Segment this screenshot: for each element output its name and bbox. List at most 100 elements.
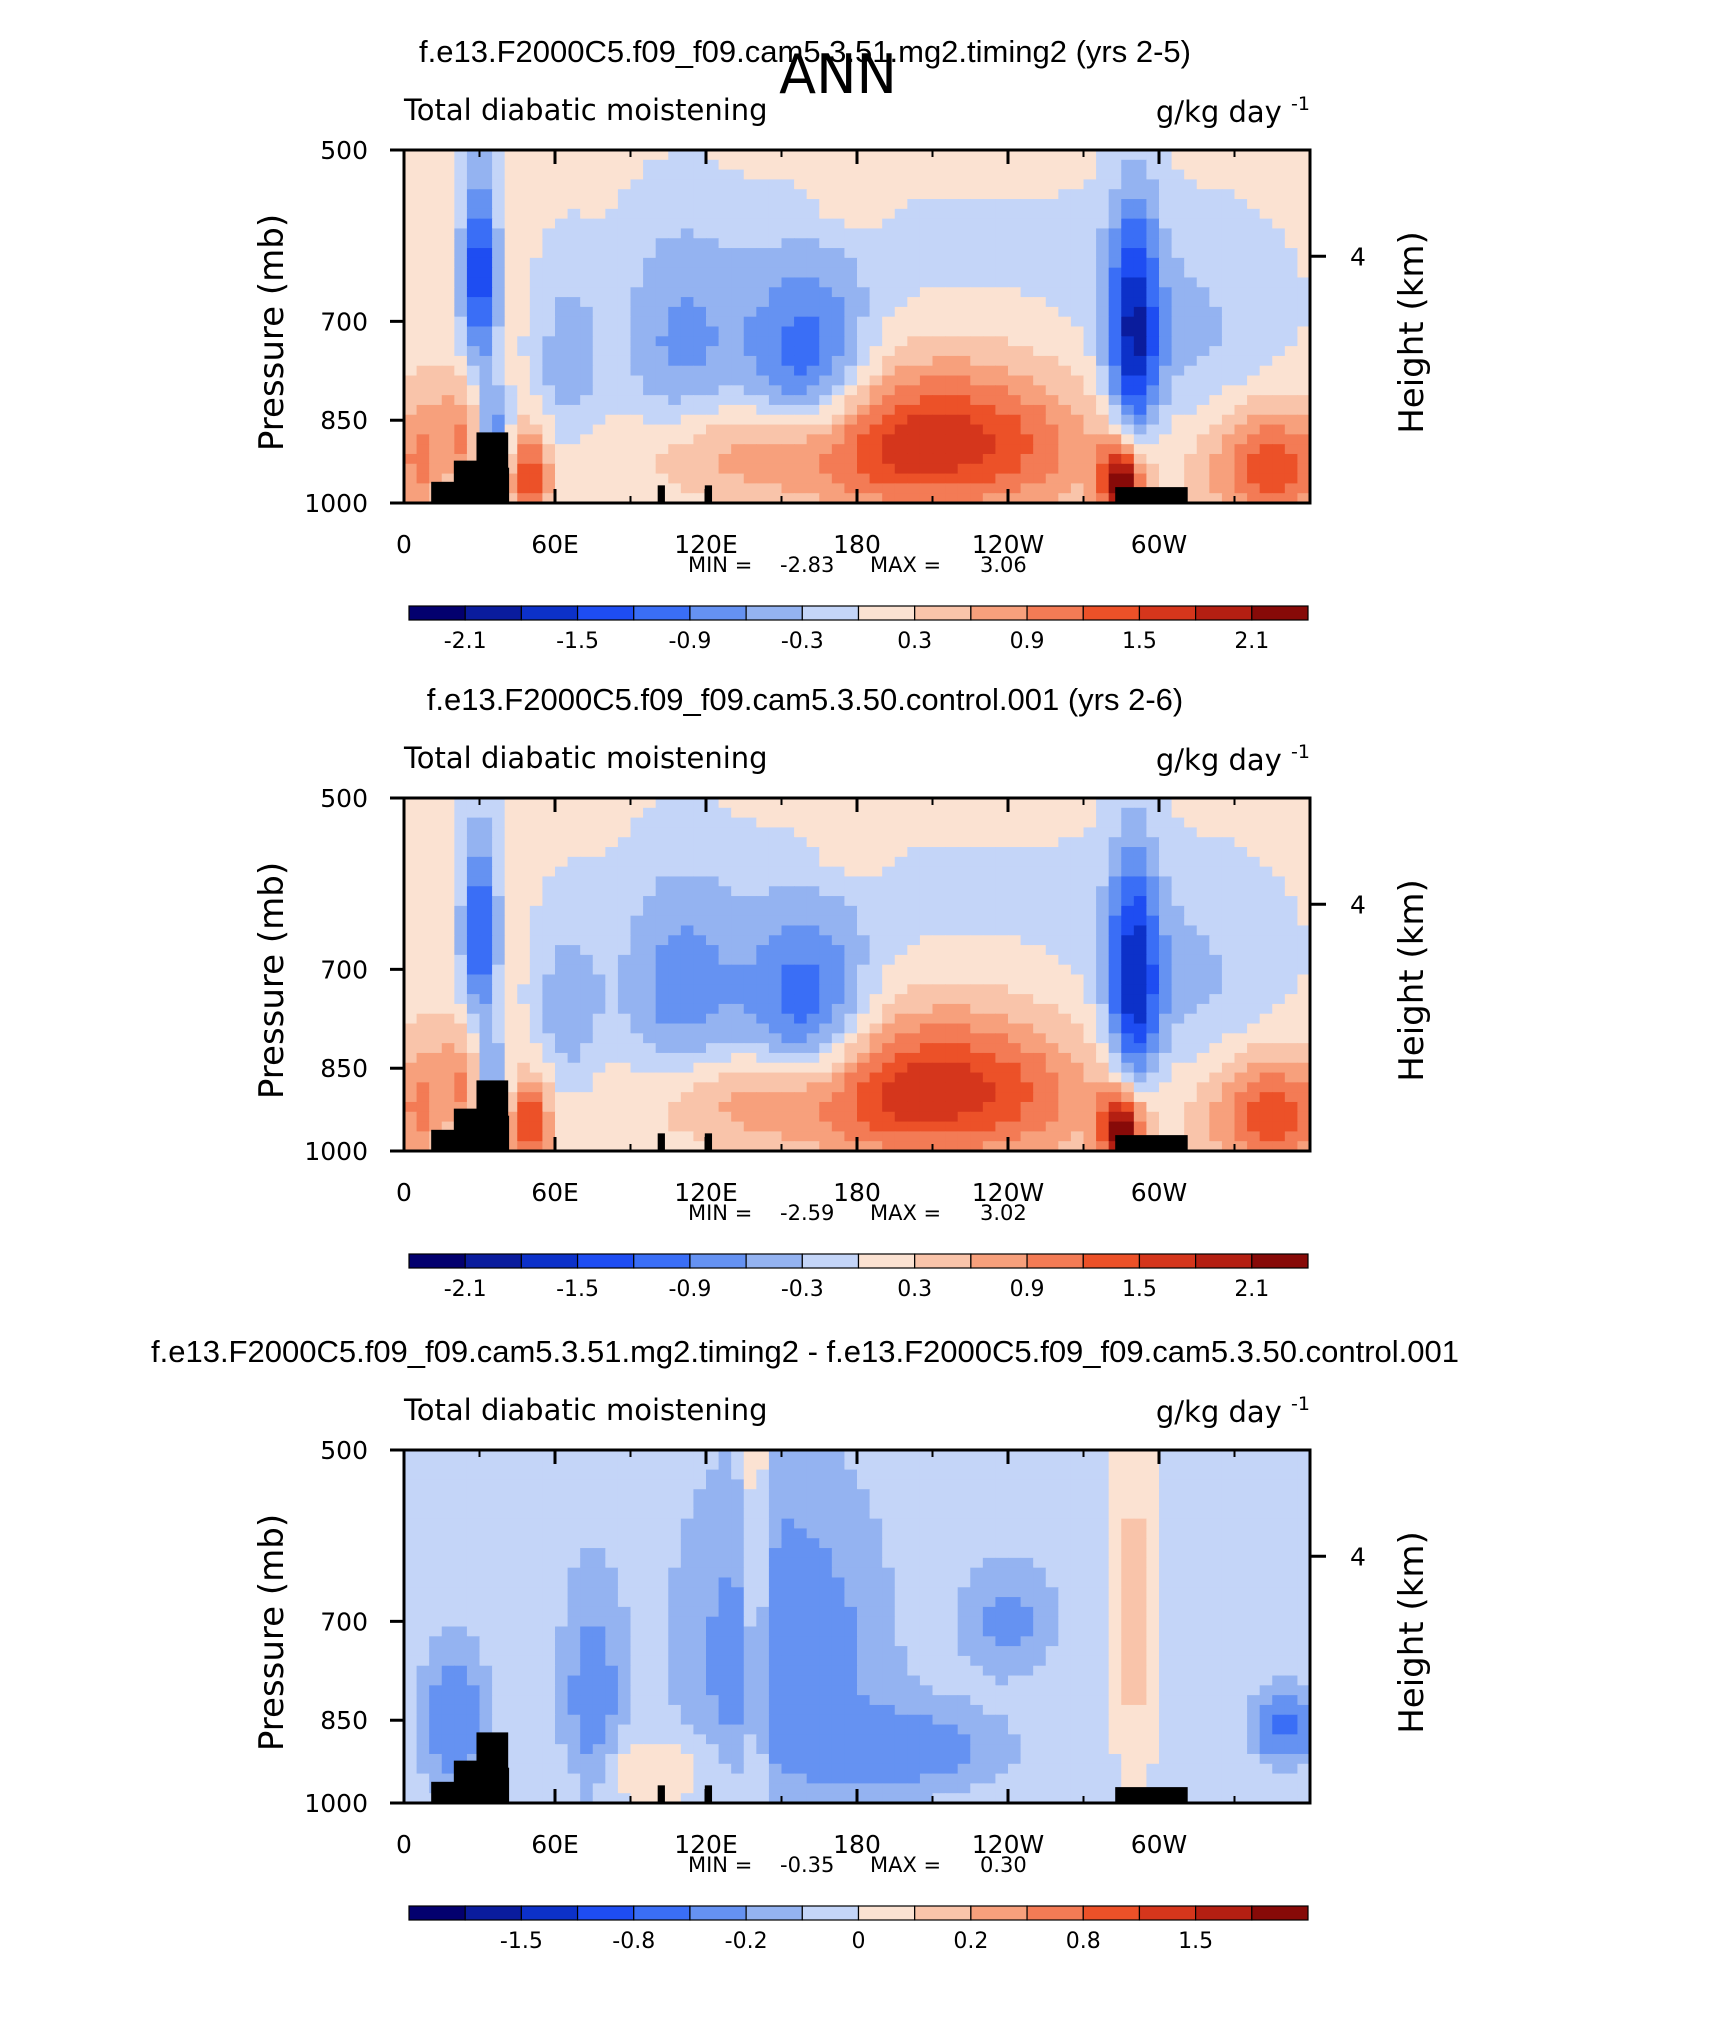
field-cell xyxy=(1171,404,1185,416)
field-cell xyxy=(529,189,544,200)
field-cell xyxy=(668,905,682,917)
field-cell xyxy=(844,1082,858,1093)
field-cell xyxy=(907,473,921,484)
field-cell xyxy=(718,463,732,475)
field-cell xyxy=(529,493,544,504)
field-cell xyxy=(1297,954,1311,966)
field-cell xyxy=(693,365,707,377)
field-cell xyxy=(756,847,770,858)
field-cell xyxy=(680,473,695,484)
field-cell xyxy=(756,493,770,504)
field-cell xyxy=(857,316,871,328)
field-cell xyxy=(894,1003,908,1015)
field-cell xyxy=(1259,199,1273,210)
field-cell xyxy=(1020,404,1034,416)
field-cell xyxy=(1033,395,1047,406)
field-cell xyxy=(794,896,808,907)
field-cell xyxy=(756,444,770,455)
field-cell xyxy=(542,1023,556,1034)
field-cell xyxy=(932,817,946,829)
y2-tick-label: 4 xyxy=(1350,242,1366,271)
field-cell xyxy=(668,1013,682,1025)
field-cell xyxy=(731,336,745,347)
field-cell xyxy=(945,297,959,308)
field-cell xyxy=(768,277,783,288)
field-cell xyxy=(1008,375,1022,386)
field-cell xyxy=(542,355,556,367)
field-cell xyxy=(429,1101,443,1113)
field-cell xyxy=(1020,984,1034,995)
field-cell xyxy=(1045,915,1059,927)
field-cell xyxy=(882,798,896,809)
field-cell xyxy=(668,837,682,848)
field-cell xyxy=(504,1003,518,1015)
field-cell xyxy=(1196,238,1210,249)
field-cell xyxy=(404,444,418,455)
field-cell xyxy=(919,856,934,868)
field-cell xyxy=(894,336,908,347)
field-cell xyxy=(706,208,720,220)
field-cell xyxy=(806,1033,820,1044)
field-cell xyxy=(844,905,858,917)
field-cell xyxy=(1221,375,1236,386)
field-cell xyxy=(680,189,695,200)
field-cell xyxy=(1247,395,1261,406)
field-cell xyxy=(1033,1023,1047,1034)
field-cell xyxy=(794,915,808,927)
field-cell xyxy=(529,248,544,259)
field-cell xyxy=(655,346,669,357)
field-cell xyxy=(1045,964,1059,976)
field-cell xyxy=(1272,208,1286,220)
field-cell xyxy=(869,817,883,829)
field-cell xyxy=(668,866,682,878)
field-cell xyxy=(429,473,443,484)
field-cell xyxy=(995,179,1009,190)
field-cell xyxy=(1033,355,1047,367)
field-cell xyxy=(907,876,921,887)
field-cell xyxy=(416,473,430,484)
field-cell xyxy=(605,1062,619,1074)
field-cell xyxy=(869,905,883,917)
field-cell xyxy=(1284,385,1299,396)
field-cell xyxy=(1171,827,1185,838)
field-cell xyxy=(454,896,468,907)
field-cell xyxy=(844,375,858,386)
field-cell xyxy=(756,248,770,259)
field-cell xyxy=(504,925,518,936)
field-cell xyxy=(1070,827,1085,838)
field-cell xyxy=(567,1043,581,1054)
field-cell xyxy=(869,493,883,504)
field-cell xyxy=(882,257,896,269)
field-cell xyxy=(1297,169,1311,181)
field-cell xyxy=(529,1043,544,1054)
field-cell xyxy=(1209,453,1223,465)
field-cell xyxy=(1221,1092,1236,1103)
field-cell xyxy=(693,807,707,819)
field-cell xyxy=(781,807,795,819)
field-cell xyxy=(919,837,934,848)
field-cell xyxy=(919,444,934,455)
field-cell xyxy=(479,267,493,279)
field-cell xyxy=(1297,896,1311,907)
field-cell xyxy=(882,915,896,927)
field-cell xyxy=(869,994,883,1005)
field-cell xyxy=(416,316,430,328)
field-cell xyxy=(718,984,732,995)
field-cell xyxy=(1108,945,1122,956)
field-cell xyxy=(1284,365,1299,377)
field-cell xyxy=(957,896,971,907)
field-cell xyxy=(1259,277,1273,288)
field-cell xyxy=(1196,1003,1210,1015)
field-cell xyxy=(819,1003,833,1015)
field-cell xyxy=(882,287,896,298)
field-cell xyxy=(706,945,720,956)
field-cell xyxy=(479,1043,493,1054)
field-cell xyxy=(844,189,858,200)
field-cell xyxy=(794,463,808,475)
field-cell xyxy=(806,984,820,995)
field-cell xyxy=(479,316,493,328)
field-cell xyxy=(756,827,770,838)
field-cell xyxy=(945,208,959,220)
field-cell xyxy=(919,395,934,406)
field-cell xyxy=(831,463,846,475)
